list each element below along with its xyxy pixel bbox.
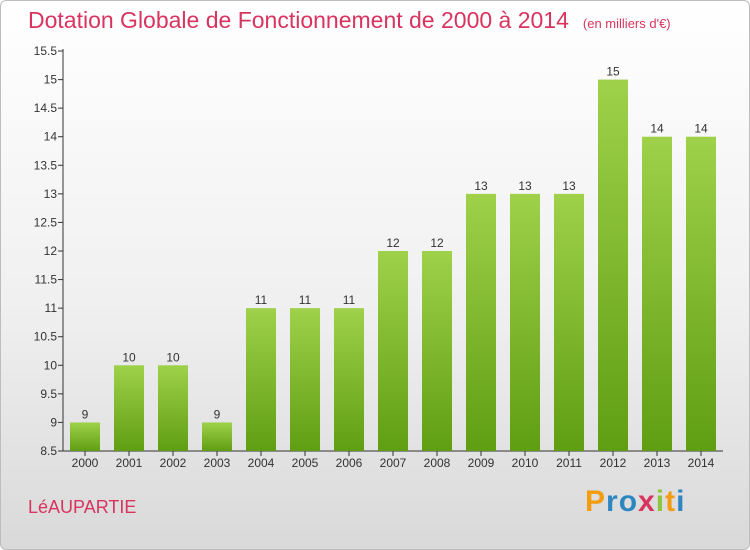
- logo-letter: P: [585, 485, 607, 518]
- x-tick-label: 2001: [116, 456, 143, 470]
- value-label: 11: [299, 293, 312, 307]
- value-label: 13: [518, 179, 532, 193]
- x-tick-label: 2007: [380, 456, 407, 470]
- bar: [246, 308, 276, 451]
- bar: [686, 136, 716, 451]
- logo-letter: t: [665, 485, 677, 518]
- x-tick-label: 2003: [204, 456, 231, 470]
- y-tick-label: 13: [44, 187, 58, 201]
- x-tick-label: 2000: [72, 456, 99, 470]
- bars: [70, 79, 716, 452]
- x-tick-label: 2010: [512, 456, 539, 470]
- value-labels: 9 2000 10 2001 10 2002 9 2003 11 2004 11 2005 11 2006…: [72, 65, 715, 470]
- y-tick-label: 10: [44, 358, 58, 372]
- y-tick-label: 15: [44, 73, 58, 87]
- x-tick-label: 2012: [600, 456, 627, 470]
- x-tick-label: 2002: [160, 456, 187, 470]
- y-tick-label: 9.5: [40, 387, 57, 401]
- bar: [642, 136, 672, 451]
- title-unit: (en milliers d'€): [582, 16, 671, 31]
- value-label: 13: [474, 179, 488, 193]
- bar: [466, 193, 496, 451]
- chart-title: Dotation Globale de Fonctionnement de 20…: [28, 7, 671, 34]
- y-tick-label: 15.5: [34, 44, 58, 58]
- x-tick-label: 2006: [336, 456, 363, 470]
- x-tick-label: 2005: [292, 456, 319, 470]
- bar: [202, 422, 232, 451]
- bar: [70, 422, 100, 451]
- logo-letter: r: [606, 485, 619, 518]
- x-tick-label: 2004: [248, 456, 275, 470]
- y-tick-label: 13.5: [34, 158, 58, 172]
- y-tick-label: 9: [50, 415, 57, 429]
- bar: [334, 308, 364, 451]
- commune-name: LéAUPARTIE: [28, 497, 137, 517]
- logo-letter: i: [655, 485, 666, 518]
- logo-letter: x: [638, 485, 656, 518]
- axes: 8.5 9 9.5 10 10.5 11 11.5 12 12.5 13 13.5 14 14.5 15 1…: [34, 44, 723, 458]
- proxiti-logo: Proxiti: [585, 485, 685, 519]
- value-label: 14: [694, 122, 708, 136]
- y-tick-label: 8.5: [40, 444, 57, 458]
- value-label: 12: [430, 236, 444, 250]
- value-label: 9: [214, 407, 221, 421]
- logo-letter: i: [676, 485, 686, 518]
- bar: [158, 365, 188, 451]
- value-label: 15: [606, 65, 620, 79]
- y-tick-label: 11: [45, 301, 58, 315]
- x-tick-label: 2014: [688, 456, 715, 470]
- y-tick-label: 14: [44, 130, 58, 144]
- bar: [598, 79, 628, 452]
- value-label: 10: [122, 350, 136, 364]
- x-tick-label: 2011: [556, 456, 582, 470]
- bar: [422, 251, 452, 451]
- y-tick-label: 12.5: [34, 215, 58, 229]
- y-tick-label: 12: [44, 244, 58, 258]
- value-label: 11: [343, 293, 356, 307]
- value-label: 11: [255, 293, 268, 307]
- value-label: 13: [562, 179, 576, 193]
- x-tick-label: 2009: [468, 456, 495, 470]
- value-label: 10: [166, 350, 180, 364]
- y-tick-label: 10.5: [34, 330, 58, 344]
- y-tick-label: 11.5: [35, 273, 58, 287]
- title-text: Dotation Globale de Fonctionnement de 20…: [28, 7, 569, 33]
- x-tick-label: 2008: [424, 456, 451, 470]
- y-tick-label: 14.5: [34, 101, 58, 115]
- logo-letter: o: [618, 485, 639, 518]
- bar: [114, 365, 144, 451]
- bar: [510, 193, 540, 451]
- x-tick-label: 2013: [644, 456, 671, 470]
- value-label: 12: [386, 236, 400, 250]
- bar: [378, 251, 408, 451]
- value-label: 9: [82, 407, 89, 421]
- bar: [290, 308, 320, 451]
- bar: [554, 193, 584, 451]
- value-label: 14: [650, 122, 664, 136]
